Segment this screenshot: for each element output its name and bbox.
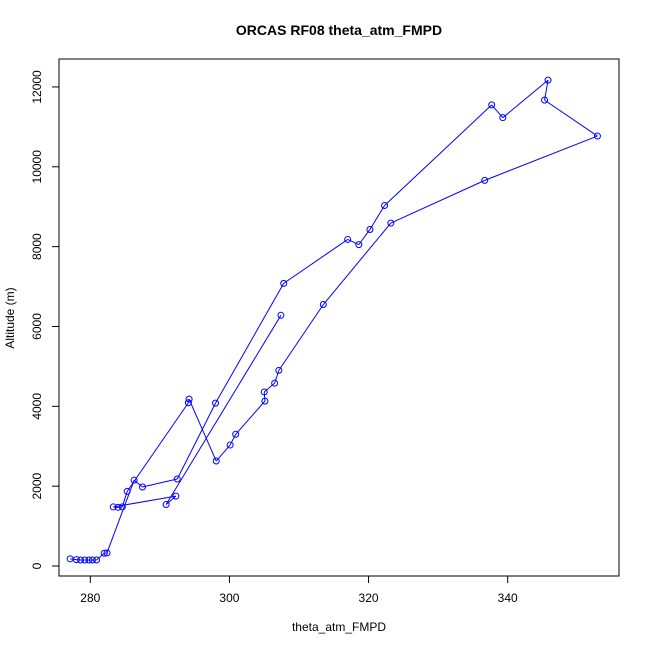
- series-segment: [278, 304, 324, 371]
- series-segment: [544, 99, 598, 137]
- data-point: [261, 397, 269, 405]
- y-tick-label: 12000: [30, 70, 44, 104]
- series-segment: [369, 205, 385, 230]
- y-tick-label: 0: [30, 562, 44, 569]
- series-segment: [390, 179, 485, 224]
- data-point: [212, 457, 220, 465]
- data-point: [344, 235, 352, 243]
- series-segment: [322, 222, 392, 305]
- series-segment: [165, 315, 282, 505]
- data-point: [212, 399, 220, 407]
- series-segment: [502, 79, 549, 119]
- data-point: [123, 487, 131, 495]
- data-point: [185, 395, 193, 403]
- series-segment: [283, 239, 348, 284]
- data-point: [162, 501, 170, 509]
- data-point: [85, 556, 93, 564]
- series-segment: [113, 495, 176, 508]
- data-point: [541, 96, 549, 104]
- data-point: [319, 301, 327, 309]
- data-point: [118, 503, 126, 511]
- series-segment: [165, 495, 177, 505]
- data-point: [275, 366, 283, 374]
- data-point: [499, 114, 507, 122]
- data-point: [355, 241, 363, 249]
- data-point: [100, 549, 108, 557]
- series-segment: [235, 400, 266, 435]
- data-point: [481, 176, 489, 184]
- x-tick-label: 280: [80, 591, 100, 605]
- data-point: [172, 492, 180, 500]
- data-point: [544, 76, 552, 84]
- x-axis: 280 300 320 340: [80, 575, 518, 605]
- series-segment: [215, 444, 231, 462]
- series-segment: [142, 478, 178, 488]
- series-segment: [384, 104, 493, 206]
- data-point: [387, 219, 395, 227]
- data-point: [381, 202, 389, 210]
- data-point: [173, 475, 181, 483]
- data-point: [109, 503, 117, 511]
- series-segment: [347, 238, 360, 246]
- data-point: [184, 399, 192, 407]
- data-point: [88, 556, 96, 564]
- x-tick-label: 300: [219, 591, 239, 605]
- data-point: [366, 225, 374, 233]
- y-axis: 0 2000 4000 6000 8000 10000 12000: [30, 70, 60, 569]
- y-tick-label: 4000: [30, 393, 44, 420]
- series-segment: [133, 479, 143, 488]
- y-tick-label: 2000: [30, 473, 44, 500]
- data-point: [488, 101, 496, 109]
- data-point: [72, 556, 80, 564]
- x-tick-label: 320: [359, 591, 379, 605]
- data-point: [81, 556, 89, 564]
- y-tick-label: 8000: [30, 233, 44, 260]
- x-axis-label: theta_atm_FMPD: [292, 620, 386, 634]
- x-tick-label: 340: [498, 591, 518, 605]
- data-point: [271, 379, 279, 387]
- series-segment: [263, 391, 266, 402]
- series-lines: [70, 79, 598, 561]
- data-point: [114, 503, 122, 511]
- data-point: [232, 430, 240, 438]
- y-tick-label: 6000: [30, 313, 44, 340]
- data-point: [277, 311, 285, 319]
- series-segment: [176, 402, 216, 480]
- data-point: [103, 549, 111, 557]
- series-segment: [274, 370, 280, 384]
- y-tick-label: 10000: [30, 150, 44, 184]
- series-points: [66, 76, 601, 564]
- data-point: [593, 132, 601, 140]
- series-segment: [229, 434, 237, 446]
- series-segment: [188, 398, 217, 462]
- data-point: [138, 483, 146, 491]
- data-point: [280, 279, 288, 287]
- series-segment: [263, 382, 275, 393]
- data-point: [260, 388, 268, 396]
- series-segment: [126, 402, 189, 492]
- series-segment: [484, 135, 598, 181]
- data-point: [93, 556, 101, 564]
- data-point: [77, 556, 85, 564]
- data-point: [226, 441, 234, 449]
- series-segment: [96, 552, 105, 561]
- chart-title: ORCAS RF08 theta_atm_FMPD: [236, 22, 442, 38]
- data-point: [130, 476, 138, 484]
- series-segment: [215, 283, 285, 404]
- y-axis-label: Altitude (m): [3, 287, 17, 348]
